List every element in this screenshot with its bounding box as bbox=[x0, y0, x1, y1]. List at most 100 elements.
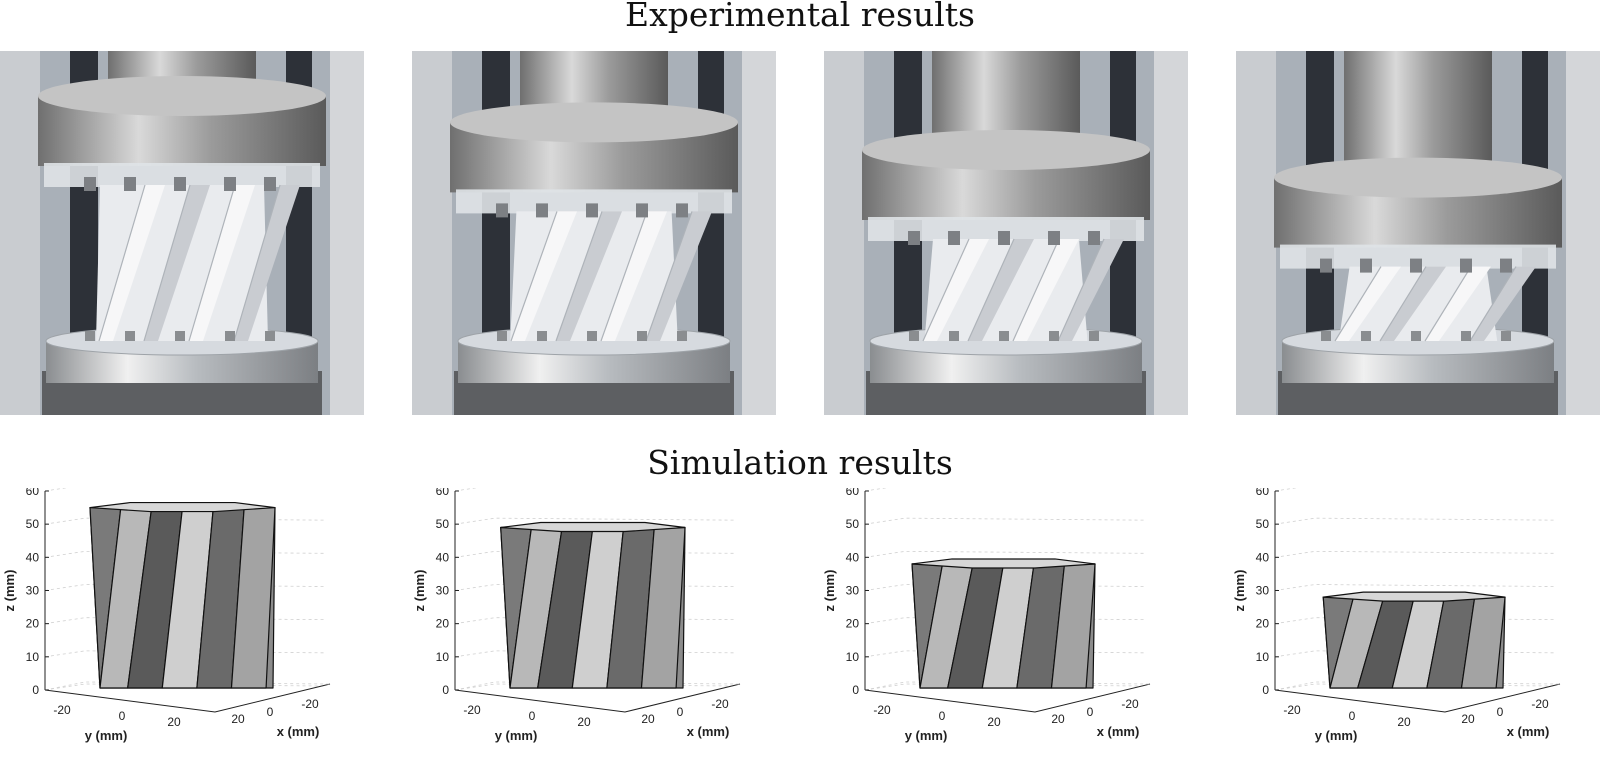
top-bolt bbox=[1410, 258, 1422, 273]
origami-model bbox=[1322, 591, 1506, 689]
x-axis-label: x (mm) bbox=[1507, 724, 1550, 739]
z-gridline bbox=[864, 550, 1146, 558]
z-tick-label: 60 bbox=[846, 488, 860, 498]
photo-scene bbox=[0, 51, 364, 415]
y-tick-label: 20 bbox=[1397, 715, 1411, 729]
bottom-bolt bbox=[125, 331, 135, 341]
experiment-photo-4 bbox=[1236, 51, 1600, 415]
specimen-crease bbox=[188, 184, 236, 342]
bottom-bolt bbox=[1321, 331, 1331, 341]
specimen-fold-panel bbox=[646, 211, 712, 341]
y-tick-label: 20 bbox=[577, 715, 591, 729]
bottom-bolt bbox=[999, 331, 1009, 341]
z-gridline bbox=[44, 488, 68, 492]
z-tick-label: 50 bbox=[846, 517, 860, 531]
specimen-fold-panel bbox=[923, 239, 989, 341]
z-tick-label: 30 bbox=[846, 584, 860, 598]
bottom-bolt bbox=[537, 331, 547, 341]
z-tick-label: 10 bbox=[26, 650, 40, 664]
simulation-plot-2: 0 10 20 30 40 50 60 z (mm) -20 0 20 y (mm) 20 0 -20 x (… bbox=[410, 488, 770, 756]
bottom-bolt bbox=[1501, 331, 1511, 341]
z-gridline bbox=[1274, 517, 1556, 525]
bottom-bolt bbox=[949, 331, 959, 341]
x-axis-label: x (mm) bbox=[687, 724, 730, 739]
base-axes bbox=[454, 683, 741, 713]
bottom-bolt bbox=[497, 331, 507, 341]
top-bolt bbox=[124, 177, 136, 191]
experiment-photo-1 bbox=[0, 51, 364, 415]
x-tick-label: 0 bbox=[1087, 705, 1094, 719]
y-tick-label: -20 bbox=[53, 703, 71, 717]
bottom-bolt bbox=[677, 331, 687, 341]
z-tick-label: 20 bbox=[436, 617, 450, 631]
background-panel-left bbox=[0, 51, 40, 415]
z-tick-label: 10 bbox=[436, 650, 450, 664]
specimen-fold-panel bbox=[1470, 266, 1536, 341]
top-bolt bbox=[224, 177, 236, 191]
plot-svg: 0 10 20 30 40 50 60 z (mm) -20 0 20 y (mm) 20 0 -20 x (… bbox=[2, 488, 331, 743]
top-bolt bbox=[586, 203, 598, 218]
origami-specimen bbox=[96, 184, 300, 342]
specimen-crease bbox=[1334, 266, 1382, 342]
y-tick-label: 0 bbox=[939, 709, 946, 723]
model-top-face bbox=[500, 521, 686, 533]
y-tick-label: 20 bbox=[987, 715, 1001, 729]
top-bolt bbox=[908, 231, 920, 245]
z-tick-label: 40 bbox=[846, 550, 860, 564]
x-tick-label: 0 bbox=[1497, 705, 1504, 719]
base-axes bbox=[44, 683, 331, 713]
bottom-bolt bbox=[225, 331, 235, 341]
top-bolt bbox=[948, 231, 960, 245]
specimen-fold-panel bbox=[189, 185, 255, 341]
y-axis-label: y (mm) bbox=[495, 728, 538, 743]
z-tick-label: 20 bbox=[26, 617, 40, 631]
plot-svg: 0 10 20 30 40 50 60 z (mm) -20 0 20 y (mm) 20 0 -20 x (… bbox=[412, 488, 741, 743]
z-tick-label: 10 bbox=[1256, 650, 1270, 664]
y-tick-label: 0 bbox=[119, 709, 126, 723]
z-gridline bbox=[454, 488, 478, 492]
x-tick-label: -20 bbox=[711, 697, 729, 711]
bottom-bolt bbox=[1361, 331, 1371, 341]
y-tick-label: -20 bbox=[1283, 703, 1301, 717]
z-tick-label: 30 bbox=[1256, 584, 1270, 598]
z-tick-label: 0 bbox=[852, 683, 859, 697]
z-tick-label: 40 bbox=[436, 550, 450, 564]
z-axis-label: z (mm) bbox=[2, 570, 17, 612]
z-gridline bbox=[864, 488, 888, 492]
specimen-fold-panel bbox=[1013, 239, 1079, 341]
z-tick-label: 50 bbox=[436, 517, 450, 531]
specimen-fold-panel bbox=[1425, 266, 1491, 341]
x-axis-label: x (mm) bbox=[277, 724, 320, 739]
z-tick-label: 60 bbox=[436, 488, 450, 498]
bottom-bolt bbox=[1461, 331, 1471, 341]
experimental-results-title: Experimental results bbox=[625, 0, 975, 34]
specimen-crease bbox=[967, 238, 1015, 342]
z-tick-label: 20 bbox=[846, 617, 860, 631]
specimen-crease bbox=[233, 184, 281, 342]
origami-specimen bbox=[510, 211, 712, 342]
z-tick-label: 30 bbox=[436, 584, 450, 598]
bottom-bolt bbox=[1089, 331, 1099, 341]
specimen-fold-panel bbox=[511, 211, 577, 341]
z-gridline bbox=[1274, 584, 1556, 591]
specimen-fold-panel bbox=[99, 185, 165, 341]
z-tick-label: 60 bbox=[26, 488, 40, 498]
origami-specimen bbox=[922, 238, 1124, 342]
specimen-fold-panel bbox=[1380, 266, 1446, 341]
specimen-fold-panel bbox=[556, 211, 622, 341]
z-tick-label: 20 bbox=[1256, 617, 1270, 631]
top-platen-rim bbox=[1274, 157, 1562, 198]
z-tick-label: 0 bbox=[442, 683, 449, 697]
top-platen-rim bbox=[450, 102, 738, 143]
top-bolt bbox=[496, 203, 508, 218]
background-panel-right bbox=[742, 51, 776, 415]
y-axis-label: y (mm) bbox=[85, 728, 128, 743]
plot-svg: 0 10 20 30 40 50 60 z (mm) -20 0 20 y (mm) 20 0 -20 x (… bbox=[822, 488, 1151, 743]
top-bolt bbox=[998, 231, 1010, 245]
specimen-crease bbox=[1469, 266, 1517, 342]
top-bolt bbox=[1048, 231, 1060, 245]
background-panel-right bbox=[1566, 51, 1600, 415]
model-top-face bbox=[89, 501, 276, 513]
bottom-bolt bbox=[637, 331, 647, 341]
top-platen-rim bbox=[862, 130, 1150, 170]
